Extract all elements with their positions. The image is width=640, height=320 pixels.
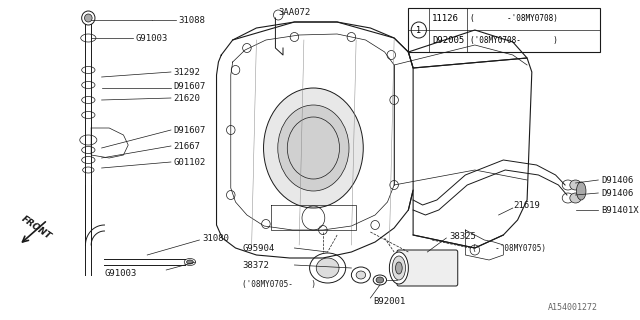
Text: ('08MY0705-    ): ('08MY0705- ) (242, 281, 316, 290)
Ellipse shape (570, 180, 581, 190)
Circle shape (290, 33, 299, 42)
Text: 1: 1 (416, 26, 421, 35)
Text: 21619: 21619 (513, 201, 540, 210)
Text: (       -'08MY0708): ( -'08MY0708) (470, 13, 558, 22)
FancyBboxPatch shape (408, 8, 600, 52)
Text: B92001: B92001 (373, 298, 406, 307)
Circle shape (387, 51, 396, 60)
Text: D91607: D91607 (174, 82, 206, 91)
Ellipse shape (351, 267, 371, 283)
Circle shape (243, 44, 251, 52)
Ellipse shape (356, 271, 365, 279)
Text: G91003: G91003 (136, 34, 168, 43)
Text: 11126: 11126 (432, 13, 459, 22)
Ellipse shape (82, 82, 95, 89)
Ellipse shape (562, 180, 573, 190)
Circle shape (84, 14, 92, 22)
Ellipse shape (83, 167, 94, 173)
Text: D92005: D92005 (432, 36, 465, 44)
Text: 21620: 21620 (174, 93, 201, 102)
Ellipse shape (82, 156, 95, 164)
Circle shape (371, 220, 380, 229)
Ellipse shape (392, 256, 406, 280)
Text: D91607: D91607 (174, 125, 206, 134)
Circle shape (262, 220, 270, 228)
Text: 38372: 38372 (242, 260, 269, 269)
Circle shape (390, 180, 398, 189)
FancyBboxPatch shape (397, 250, 458, 286)
Ellipse shape (278, 105, 349, 191)
Ellipse shape (264, 88, 364, 208)
Ellipse shape (82, 147, 95, 154)
Ellipse shape (310, 253, 346, 283)
Text: D91406: D91406 (601, 175, 634, 185)
Text: G01102: G01102 (174, 157, 206, 166)
Ellipse shape (376, 277, 383, 283)
Text: 21667: 21667 (174, 141, 201, 150)
Circle shape (231, 66, 240, 75)
Text: 31080: 31080 (202, 234, 229, 243)
Ellipse shape (82, 97, 95, 103)
Text: G95904: G95904 (242, 244, 275, 252)
Text: 38325: 38325 (449, 231, 476, 241)
Text: D91406: D91406 (601, 188, 634, 197)
Text: B91401X: B91401X (601, 205, 639, 214)
Text: ('08MY0708-       ): ('08MY0708- ) (470, 36, 558, 44)
Ellipse shape (373, 275, 387, 285)
Ellipse shape (81, 34, 96, 42)
Ellipse shape (316, 258, 339, 278)
Circle shape (82, 11, 95, 25)
Text: A154001272: A154001272 (548, 303, 598, 312)
Ellipse shape (562, 193, 573, 203)
Ellipse shape (80, 135, 97, 145)
Text: (    -'08MY0705): ( -'08MY0705) (472, 244, 546, 252)
Text: 31088: 31088 (179, 15, 205, 25)
Text: G91003: G91003 (104, 269, 137, 278)
Ellipse shape (570, 193, 581, 203)
Text: FRONT: FRONT (19, 214, 52, 242)
Ellipse shape (184, 259, 196, 266)
Circle shape (227, 125, 235, 134)
Text: 3AA072: 3AA072 (278, 7, 310, 17)
Circle shape (347, 33, 356, 42)
Ellipse shape (187, 260, 193, 264)
Ellipse shape (82, 67, 95, 74)
Circle shape (319, 226, 327, 235)
Ellipse shape (82, 111, 95, 118)
Text: 31292: 31292 (174, 68, 201, 76)
Ellipse shape (577, 182, 586, 200)
Ellipse shape (389, 252, 408, 284)
Ellipse shape (396, 262, 402, 274)
Circle shape (390, 95, 398, 105)
Circle shape (227, 190, 235, 199)
